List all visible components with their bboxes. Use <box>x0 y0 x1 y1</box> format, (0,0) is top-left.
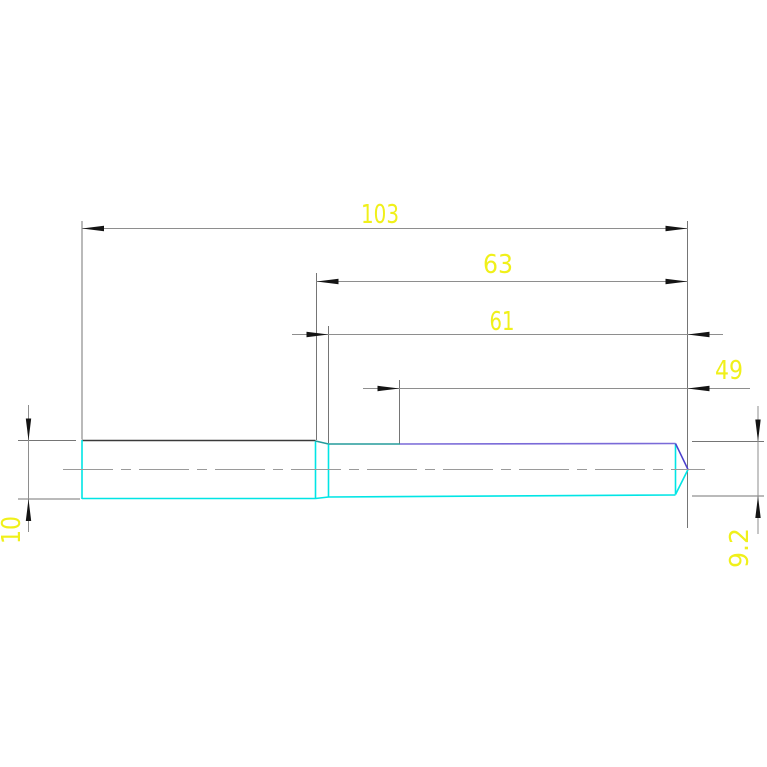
arrowhead-right-icon <box>665 225 688 232</box>
part-tip-top-chamfer-line <box>674 443 689 470</box>
arrowhead-up-icon <box>25 499 32 521</box>
dimension-text-103: 103 <box>361 200 399 230</box>
part-outline[interactable] <box>63 439 705 500</box>
dimension-10[interactable]: 10 <box>0 405 80 544</box>
dimension-61[interactable]: 61 <box>292 307 723 443</box>
arrowhead-left-icon <box>377 385 400 392</box>
dimension-49[interactable]: 49 <box>363 356 750 444</box>
arrowhead-left-icon <box>306 331 329 338</box>
arrowhead-right-icon <box>687 331 710 338</box>
arrowhead-up-icon <box>755 496 761 518</box>
part-bottom-right-line <box>328 494 676 498</box>
part-top-right-line <box>399 442 676 445</box>
arrowhead-right-icon <box>687 385 710 392</box>
dimension-text-10: 10 <box>0 516 27 544</box>
dimension-103[interactable]: 103 <box>81 200 688 528</box>
dimension-63[interactable]: 63 <box>316 250 688 440</box>
dimension-9-2[interactable]: 9.2 <box>692 406 764 568</box>
dimension-text-63: 63 <box>483 250 513 280</box>
arrowhead-left-icon <box>316 278 339 285</box>
part-chamfer-top-line <box>315 440 329 445</box>
part-chamfer-bottom-line <box>315 496 329 500</box>
dimension-text-61: 61 <box>490 307 515 337</box>
arrowhead-right-icon <box>665 278 688 285</box>
arrowhead-left-icon <box>82 225 104 232</box>
arrowhead-down-icon <box>755 419 761 442</box>
arrowhead-down-icon <box>25 418 32 441</box>
dimension-text-9-2: 9.2 <box>725 528 755 568</box>
dimension-text-49: 49 <box>715 356 743 386</box>
part-tip-bottom-chamfer-line <box>674 469 689 495</box>
